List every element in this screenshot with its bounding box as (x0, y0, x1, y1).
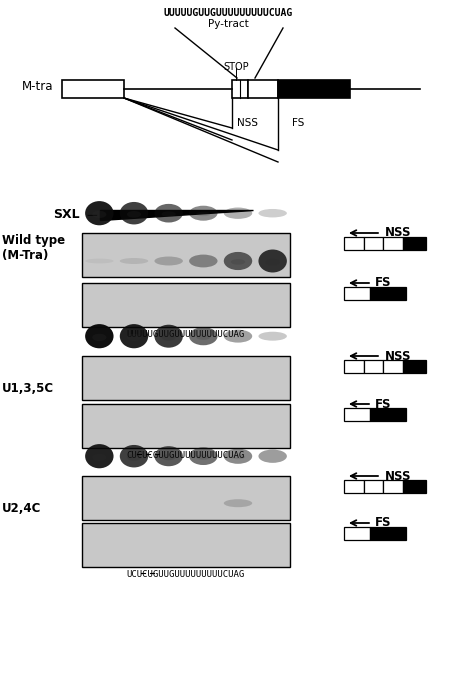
Ellipse shape (224, 207, 252, 219)
Bar (364, 480, 383, 493)
Bar (370, 287, 406, 300)
Ellipse shape (120, 445, 148, 467)
Bar (403, 360, 426, 373)
Ellipse shape (196, 212, 210, 216)
Polygon shape (100, 210, 253, 220)
Bar (403, 480, 426, 493)
Bar (82, 283, 290, 327)
Ellipse shape (162, 454, 176, 460)
Bar (344, 237, 364, 250)
Bar (82, 476, 290, 520)
Text: FS: FS (292, 118, 304, 128)
Bar (82, 404, 290, 448)
Text: NSS: NSS (385, 469, 411, 482)
Text: −: − (85, 207, 98, 222)
Ellipse shape (196, 334, 210, 340)
Ellipse shape (189, 447, 218, 465)
Text: CUCUCGUUGUUUUUUUUUCUAG: CUCUCGUUGUUUUUUUUUCUAG (127, 451, 245, 460)
Ellipse shape (155, 324, 183, 348)
Bar (364, 360, 383, 373)
Text: Py-tract: Py-tract (208, 19, 248, 29)
Bar (383, 360, 403, 373)
Ellipse shape (162, 211, 176, 217)
Bar (344, 287, 370, 300)
Bar (82, 523, 290, 567)
Bar (403, 237, 426, 250)
Text: NSS: NSS (385, 349, 411, 362)
Ellipse shape (224, 330, 252, 342)
Text: FS: FS (375, 276, 392, 289)
Ellipse shape (155, 446, 183, 466)
Ellipse shape (189, 327, 218, 345)
Ellipse shape (224, 499, 252, 507)
Bar (383, 480, 403, 493)
Text: FS: FS (375, 397, 392, 410)
Text: U1,3,5C: U1,3,5C (2, 381, 54, 394)
Ellipse shape (224, 449, 252, 464)
Ellipse shape (258, 209, 287, 217)
Text: NSS: NSS (385, 226, 411, 239)
Text: UCUCUGUUGUUUUUUUUUCUAG: UCUCUGUUGUUUUUUUUUCUAG (127, 570, 245, 579)
Text: FS: FS (375, 517, 392, 530)
Text: STOP: STOP (223, 62, 249, 72)
Ellipse shape (155, 257, 183, 265)
Text: Wild type
(M-Tra): Wild type (M-Tra) (2, 234, 65, 262)
Bar (344, 360, 364, 373)
Ellipse shape (120, 258, 148, 264)
Ellipse shape (231, 455, 245, 459)
Ellipse shape (85, 259, 114, 263)
Text: U2,4C: U2,4C (2, 501, 41, 514)
Ellipse shape (120, 324, 148, 348)
Bar (82, 233, 290, 277)
Bar (62, 80, 124, 98)
Bar (383, 237, 403, 250)
Ellipse shape (258, 332, 287, 341)
Ellipse shape (127, 211, 141, 217)
Ellipse shape (155, 204, 183, 222)
Bar (248, 80, 278, 98)
Text: SXL: SXL (54, 209, 80, 222)
Bar (232, 80, 248, 98)
Ellipse shape (224, 252, 252, 270)
Bar (364, 237, 383, 250)
Ellipse shape (85, 444, 114, 469)
Text: UUUUUGUUGUUUUUUUUUCUAG: UUUUUGUUGUUUUUUUUUCUAG (127, 330, 245, 339)
Ellipse shape (92, 211, 107, 218)
Ellipse shape (120, 202, 148, 224)
Ellipse shape (92, 334, 107, 341)
Ellipse shape (162, 334, 176, 341)
Bar (344, 408, 370, 421)
Bar (82, 356, 290, 400)
Ellipse shape (189, 255, 218, 268)
Ellipse shape (196, 454, 210, 460)
Ellipse shape (127, 334, 141, 341)
Ellipse shape (258, 449, 287, 463)
Ellipse shape (85, 324, 114, 348)
Ellipse shape (189, 206, 218, 221)
Ellipse shape (258, 250, 287, 272)
Text: UUUUUGUUGUUUUUUUUUCUAG: UUUUUGUUGUUUUUUUUUCUAG (164, 8, 292, 18)
Text: NSS: NSS (237, 118, 258, 128)
Text: M-tra: M-tra (22, 80, 54, 93)
Ellipse shape (85, 201, 114, 225)
Ellipse shape (127, 454, 141, 461)
Ellipse shape (92, 453, 107, 461)
Bar (344, 527, 370, 540)
Bar (370, 527, 406, 540)
Ellipse shape (265, 259, 280, 265)
Bar (344, 480, 364, 493)
Ellipse shape (231, 259, 245, 265)
Bar (370, 408, 406, 421)
Bar (278, 80, 350, 98)
